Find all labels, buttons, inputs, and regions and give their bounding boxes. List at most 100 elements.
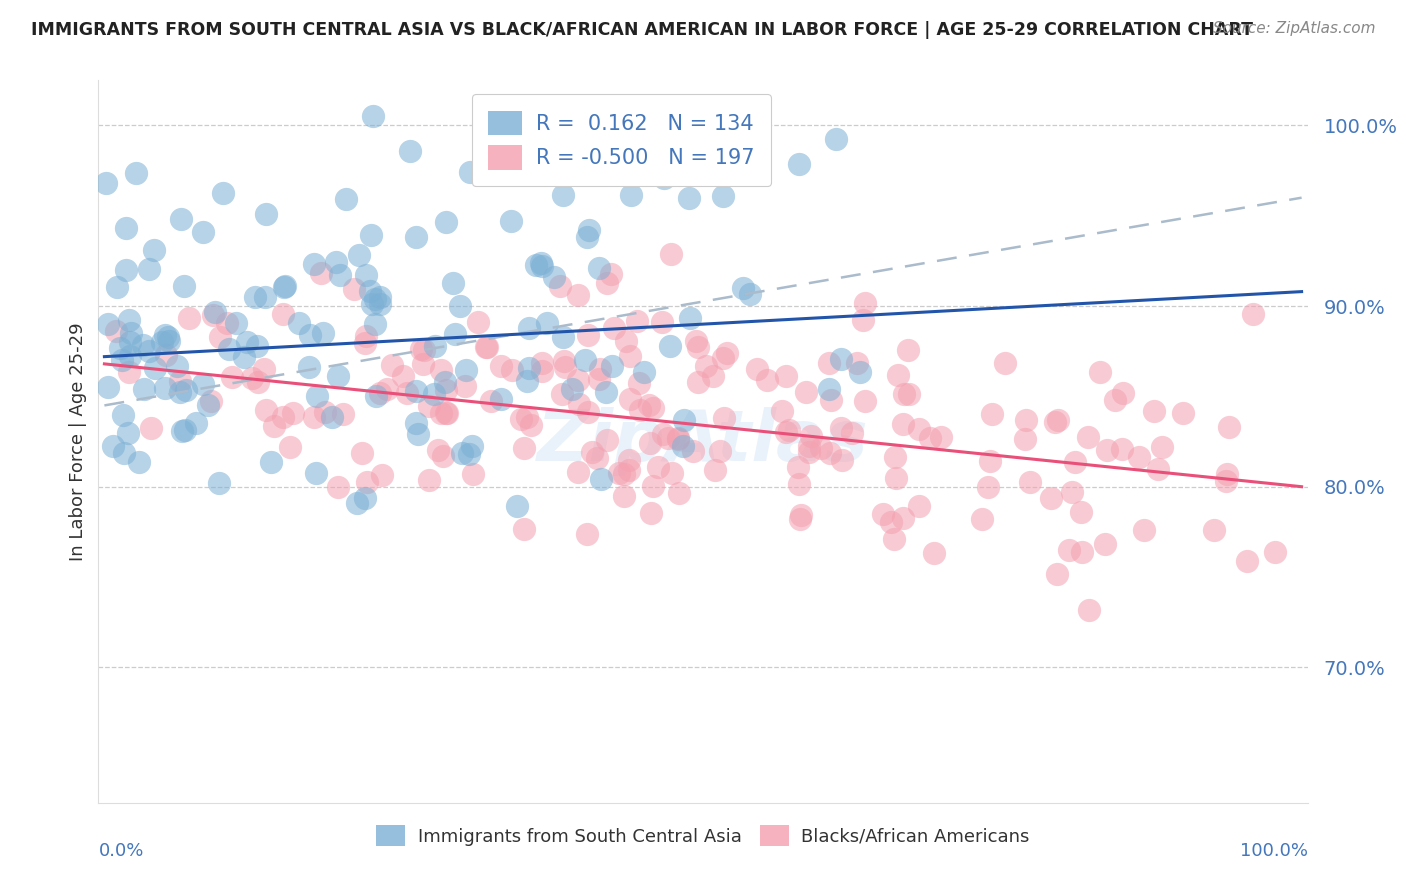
Point xyxy=(1147,462,1170,476)
Point xyxy=(567,287,589,301)
Point xyxy=(678,311,700,326)
Point xyxy=(595,384,617,399)
Point xyxy=(235,334,257,349)
Point xyxy=(436,406,458,420)
Point xyxy=(1015,413,1038,427)
Point xyxy=(613,489,636,503)
Point xyxy=(456,363,478,377)
Point xyxy=(364,318,387,332)
Point xyxy=(517,321,540,335)
Point xyxy=(117,426,139,441)
Point xyxy=(1094,537,1116,551)
Point xyxy=(596,277,619,291)
Point xyxy=(141,421,163,435)
Point xyxy=(118,365,141,379)
Point xyxy=(778,423,800,437)
Point xyxy=(423,339,446,353)
Point xyxy=(513,441,536,455)
Point xyxy=(810,442,832,456)
Point xyxy=(371,468,394,483)
Point xyxy=(977,480,1000,494)
Point xyxy=(647,460,669,475)
Point xyxy=(112,446,135,460)
Point xyxy=(596,165,619,179)
Text: 0.0%: 0.0% xyxy=(98,842,143,860)
Point xyxy=(929,430,952,444)
Legend: Immigrants from South Central Asia, Blacks/African Americans: Immigrants from South Central Asia, Blac… xyxy=(367,816,1039,855)
Point xyxy=(561,382,583,396)
Point xyxy=(617,452,640,467)
Point xyxy=(411,343,433,357)
Point xyxy=(356,475,378,490)
Point xyxy=(463,467,485,481)
Point xyxy=(775,425,797,440)
Point xyxy=(531,260,554,274)
Point xyxy=(335,192,357,206)
Point xyxy=(585,451,607,466)
Point xyxy=(1216,467,1239,481)
Point xyxy=(789,512,811,526)
Point xyxy=(253,361,276,376)
Point xyxy=(672,439,695,453)
Point xyxy=(589,361,612,376)
Point xyxy=(1014,432,1036,446)
Point xyxy=(312,326,335,340)
Point xyxy=(405,416,427,430)
Point xyxy=(740,287,762,301)
Point xyxy=(381,358,404,372)
Point xyxy=(1264,545,1286,559)
Point xyxy=(1218,419,1240,434)
Point xyxy=(375,382,398,396)
Point xyxy=(709,444,731,458)
Point xyxy=(543,270,565,285)
Point xyxy=(392,368,415,383)
Point xyxy=(852,312,875,326)
Point xyxy=(359,284,381,298)
Point xyxy=(790,508,813,522)
Point xyxy=(567,373,589,387)
Point xyxy=(841,426,863,441)
Point xyxy=(1063,455,1085,469)
Point xyxy=(897,387,920,401)
Point xyxy=(596,434,619,448)
Point xyxy=(568,396,591,410)
Point xyxy=(281,406,304,420)
Point xyxy=(395,385,418,400)
Point xyxy=(551,387,574,401)
Point xyxy=(302,410,325,425)
Point xyxy=(115,221,138,235)
Point xyxy=(193,376,215,391)
Point xyxy=(1077,430,1099,444)
Point xyxy=(288,317,311,331)
Point xyxy=(520,417,543,432)
Point xyxy=(246,339,269,353)
Point xyxy=(218,343,240,357)
Point xyxy=(432,449,454,463)
Point xyxy=(849,365,872,379)
Point xyxy=(225,316,247,330)
Point xyxy=(628,403,651,417)
Point xyxy=(553,354,575,368)
Point xyxy=(174,383,197,397)
Point xyxy=(704,462,727,476)
Point xyxy=(304,257,326,271)
Point xyxy=(855,296,877,310)
Point xyxy=(120,326,142,340)
Point xyxy=(576,328,599,343)
Point xyxy=(173,278,195,293)
Point xyxy=(418,473,440,487)
Point xyxy=(477,340,499,354)
Point xyxy=(489,392,512,406)
Point xyxy=(531,356,554,370)
Point xyxy=(366,388,388,402)
Point xyxy=(243,290,266,304)
Point xyxy=(1045,415,1067,429)
Point xyxy=(491,359,513,374)
Point xyxy=(530,256,553,270)
Point xyxy=(1062,484,1084,499)
Point xyxy=(695,359,717,373)
Point xyxy=(747,362,769,376)
Point xyxy=(353,335,375,350)
Point xyxy=(599,267,621,281)
Point xyxy=(872,508,894,522)
